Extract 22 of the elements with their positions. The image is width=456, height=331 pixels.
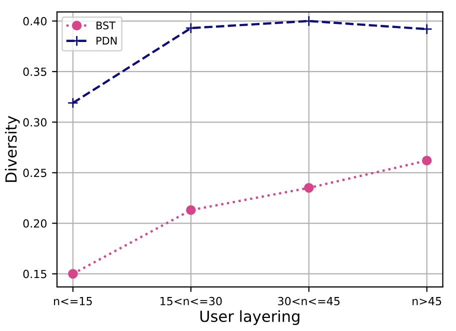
x-tick-label: 30<n<=45 xyxy=(278,296,340,306)
y-tick-label: 0.40 xyxy=(23,16,47,26)
y-axis-title: Diversity xyxy=(4,116,20,182)
y-tick-label: 0.35 xyxy=(23,68,46,76)
point xyxy=(185,22,196,34)
point xyxy=(304,183,314,193)
y-tick-label: 0.30 xyxy=(23,118,47,127)
point xyxy=(421,24,432,35)
point xyxy=(303,15,314,27)
point xyxy=(186,205,196,215)
legend-label: PDN xyxy=(96,36,117,44)
y-tick-label: 0.25 xyxy=(23,168,46,178)
point xyxy=(422,156,432,166)
x-tick-label: n<=15 xyxy=(54,297,92,306)
point xyxy=(67,97,78,108)
y-tick-label: 0.20 xyxy=(23,219,47,228)
x-axis-title: User layering xyxy=(200,310,300,326)
point xyxy=(68,268,78,279)
x-tick-label: 15<n<=30 xyxy=(160,296,222,306)
legend-label: BST xyxy=(96,21,116,30)
y-tick-label: 0.15 xyxy=(23,270,46,278)
x-tick-label: n>45 xyxy=(412,297,442,306)
